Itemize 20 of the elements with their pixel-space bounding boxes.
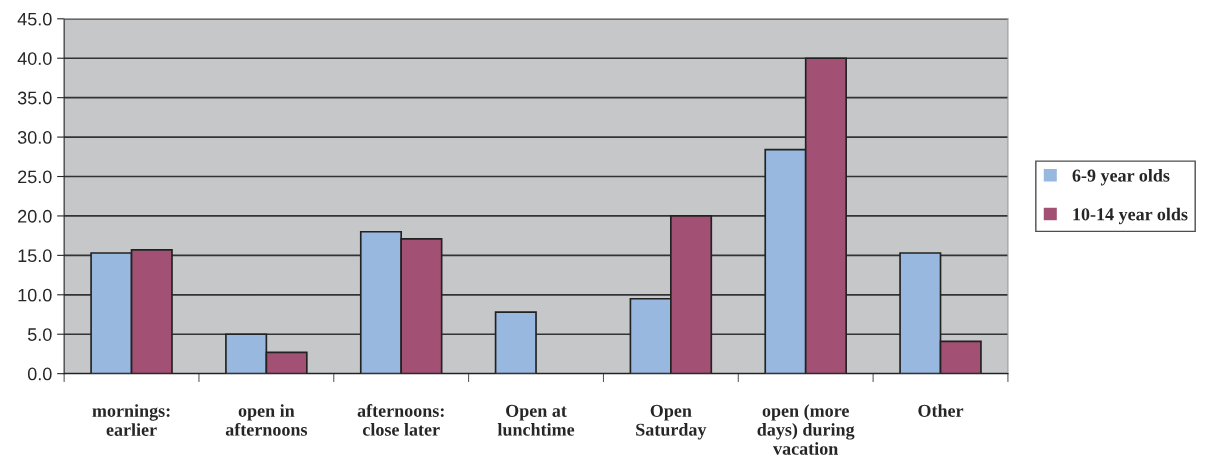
y-tick-label: 20.0 xyxy=(18,209,52,223)
x-tick-label: Open at lunchtime xyxy=(497,404,575,436)
y-tick-label: 25.0 xyxy=(18,170,52,184)
x-tick-label: Other xyxy=(918,404,964,417)
y-tick-label: 30.0 xyxy=(17,131,52,144)
y-tick-label: 10.0 xyxy=(18,288,52,302)
legend-label: 6-9 year olds xyxy=(1072,168,1170,186)
y-tick-label: 0.0 xyxy=(27,367,52,381)
y-tick-label: 45.0 xyxy=(17,12,52,26)
x-tick-label: afternoons: close later xyxy=(357,404,444,436)
bar xyxy=(494,311,537,374)
x-tick-label: mornings: earlier xyxy=(92,404,170,436)
legend-label: 10-14 year olds xyxy=(1073,207,1188,225)
x-tick-label: Open Saturday xyxy=(636,404,707,440)
y-tick-label: 35.0 xyxy=(17,91,52,105)
x-tick-label: open in afternoons xyxy=(225,404,308,436)
y-tick-label: 15.0 xyxy=(18,249,52,263)
x-tick-label: open (more days) during vacation xyxy=(757,404,855,455)
y-tick-label: 40.0 xyxy=(17,52,52,65)
y-tick-label: 5.0 xyxy=(27,328,52,341)
